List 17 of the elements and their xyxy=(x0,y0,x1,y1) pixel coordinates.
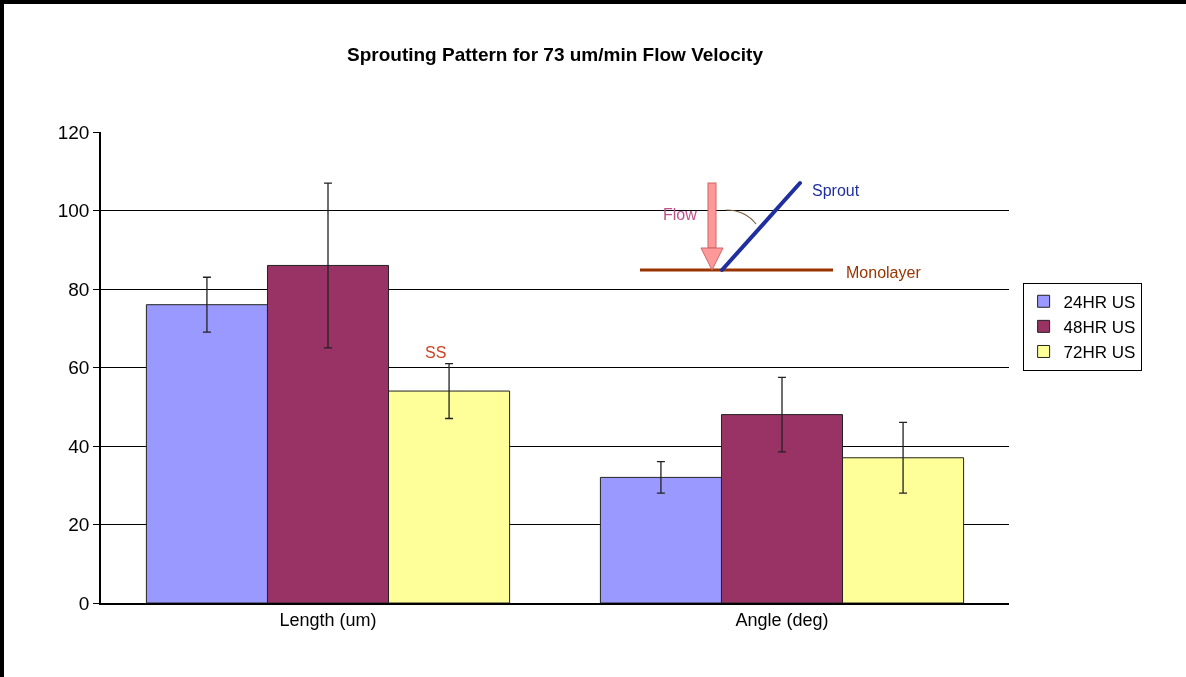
y-tick-label: 0 xyxy=(78,592,90,614)
y-tick-label: 100 xyxy=(57,200,90,222)
annotation: Flow xyxy=(663,206,698,223)
y-tick-label: 20 xyxy=(68,514,90,536)
y-tick-label: 60 xyxy=(68,357,90,379)
x-tick-label: Length (um) xyxy=(279,610,377,631)
y-tick-label: 120 xyxy=(57,121,90,143)
legend-label: 48HR US xyxy=(1063,318,1136,337)
chart-title: Sprouting Pattern for 73 um/min Flow Velocity xyxy=(347,43,764,65)
x-tick-label: Angle (deg) xyxy=(735,610,829,631)
legend-label: 24HR US xyxy=(1063,292,1136,312)
legend-label: 72HR US xyxy=(1063,343,1136,363)
y-tick-label: 40 xyxy=(68,435,90,457)
annotation: Monolayer xyxy=(846,264,922,281)
annotation: Sprout xyxy=(812,182,860,199)
y-tick-label: 80 xyxy=(68,278,90,300)
annotation: SS xyxy=(425,344,447,361)
